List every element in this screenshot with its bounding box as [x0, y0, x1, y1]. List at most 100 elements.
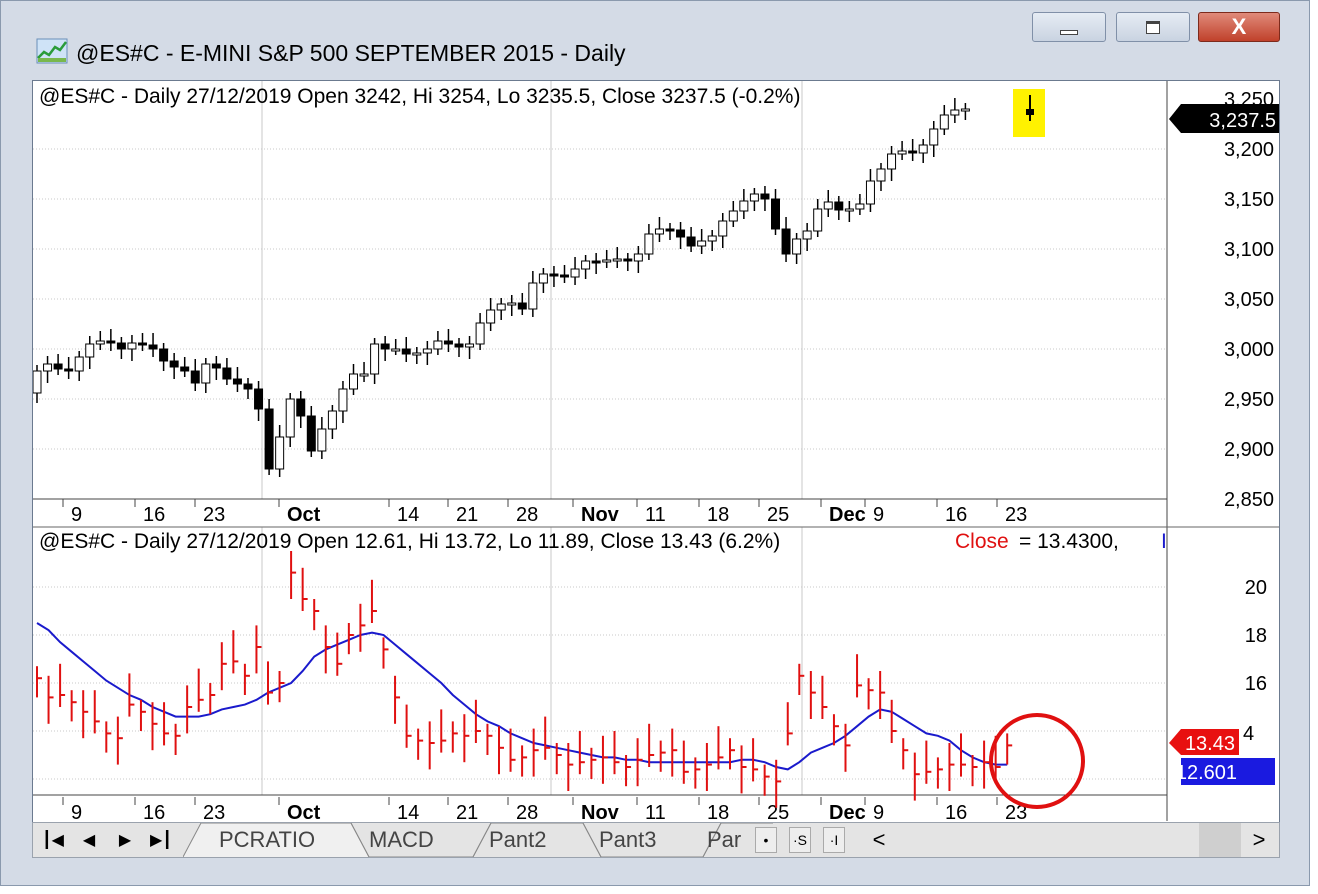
minimize-button[interactable] [1032, 12, 1106, 42]
indicator-x-axis-label: 21 [456, 802, 478, 824]
tab-macd[interactable]: MACD [369, 827, 434, 852]
prev-button[interactable]: ◀ [75, 827, 103, 853]
last-icon: ▶┃ [150, 832, 172, 849]
price-x-axis-label: 11 [645, 504, 666, 526]
candle-body [296, 398, 306, 417]
candle-body [929, 128, 939, 146]
indicator-x-axis-label: 14 [397, 802, 419, 824]
tab-par[interactable]: Par [707, 827, 742, 852]
candle-body [507, 302, 517, 306]
candle-body [623, 258, 633, 262]
price-x-axis-label: 16 [945, 504, 967, 526]
indicator-tick-suffix: 4 [1243, 723, 1254, 745]
price-x-axis-label: 9 [71, 504, 82, 526]
price-x-axis-label: 28 [516, 504, 538, 526]
indicator-x-axis-label: Oct [287, 802, 321, 824]
scroll-left-button[interactable]: < [872, 827, 886, 852]
candle-body [338, 388, 348, 412]
candle-body [159, 348, 169, 362]
indicator-x-axis-label: 16 [143, 802, 165, 824]
candle-body [116, 342, 126, 350]
tab-option-s-button[interactable]: ·S [789, 827, 811, 853]
close-tag [1181, 729, 1239, 755]
candle-body [549, 273, 559, 277]
candle-body [939, 114, 949, 130]
candle-body [760, 193, 770, 200]
candle-body [380, 343, 390, 350]
candle-body [654, 228, 664, 235]
scroll-thumb[interactable] [1199, 823, 1241, 857]
price-tick-label: 3,100 [1224, 239, 1274, 261]
indicator-x-axis-label: 9 [873, 802, 884, 824]
candle-body [275, 436, 285, 470]
indicator-pane-header-value: = 13.4300, [1019, 530, 1119, 553]
price-x-axis-label: Dec [829, 504, 866, 526]
tab-option-i-button[interactable]: ·I [823, 827, 845, 853]
maximize-button[interactable] [1116, 12, 1190, 42]
candle-body [591, 260, 601, 264]
candle-body [465, 343, 475, 348]
price-pane-header: @ES#C - Daily 27/12/2019 Open 3242, Hi 3… [39, 85, 800, 108]
indicator-x-axis-label: 11 [645, 802, 666, 824]
candle-body [697, 240, 707, 247]
price-tick-label: 2,950 [1224, 389, 1274, 411]
highlight-circle [989, 713, 1085, 809]
indicator-x-axis-label: 23 [203, 802, 225, 824]
candle-body [222, 367, 232, 380]
last-button[interactable]: ▶┃ [147, 827, 175, 853]
maximize-icon [1146, 20, 1160, 34]
indicator-pane-header-tail: I [1161, 530, 1167, 553]
candle-body [960, 108, 970, 112]
indicator-x-axis-label: 18 [707, 802, 729, 824]
tab-pant2[interactable]: Pant2 [489, 827, 547, 852]
candle-body [85, 343, 95, 358]
candle-body [908, 150, 918, 154]
price-x-axis-label: 23 [203, 504, 225, 526]
candle-body [53, 363, 63, 370]
candle-body [665, 228, 675, 232]
candle-body [285, 398, 295, 438]
candle-body [718, 220, 728, 237]
price-x-axis-label: Nov [581, 504, 620, 526]
candle-body [486, 309, 496, 324]
price-x-axis-label: 21 [456, 504, 478, 526]
candle-body [887, 153, 897, 170]
candle-body [127, 342, 137, 350]
candle-body [169, 360, 179, 368]
first-button[interactable]: ┃◀ [39, 827, 67, 853]
indicator-x-axis-label: 16 [945, 802, 967, 824]
candle-body [792, 238, 802, 255]
price-tick-label: 2,850 [1224, 489, 1274, 511]
candle-body [496, 303, 506, 311]
chart-canvas[interactable]: 3,2503,2003,1503,1003,0503,0002,9502,900… [32, 81, 1279, 857]
price-x-axis-label: 9 [873, 504, 884, 526]
tab-pcratio[interactable]: PCRATIO [219, 827, 316, 852]
candle-body [211, 363, 221, 369]
candle-body [707, 235, 717, 242]
scroll-right-button[interactable]: > [1252, 827, 1266, 852]
candle-body [232, 378, 242, 385]
next-icon: ▶ [118, 832, 132, 849]
ma-tag-label: 12.601 [1176, 762, 1237, 784]
candle-body [612, 258, 622, 262]
tab-pant3[interactable]: Pant3 [599, 827, 657, 852]
title-bar[interactable] [1, 1, 1309, 45]
candle-body [633, 253, 643, 262]
price-x-axis-label: 14 [397, 504, 419, 526]
close-tag-arrow [1169, 729, 1181, 755]
candle-body [401, 348, 411, 355]
candle-body [781, 228, 791, 255]
ma-tag [1181, 758, 1275, 785]
next-button[interactable]: ▶ [111, 827, 139, 853]
last-candle-body [1026, 109, 1034, 115]
candle-body [876, 168, 886, 182]
candle-body [391, 348, 401, 352]
scroll-track[interactable] [899, 827, 1199, 853]
indicator-tick-label: 16 [1245, 673, 1267, 695]
tab-option-dot-button[interactable]: • [755, 827, 777, 853]
candle-body [412, 352, 422, 356]
candle-body [749, 193, 759, 202]
candle-body [771, 198, 780, 230]
close-button[interactable]: X [1198, 12, 1280, 42]
candle-body [443, 340, 453, 345]
